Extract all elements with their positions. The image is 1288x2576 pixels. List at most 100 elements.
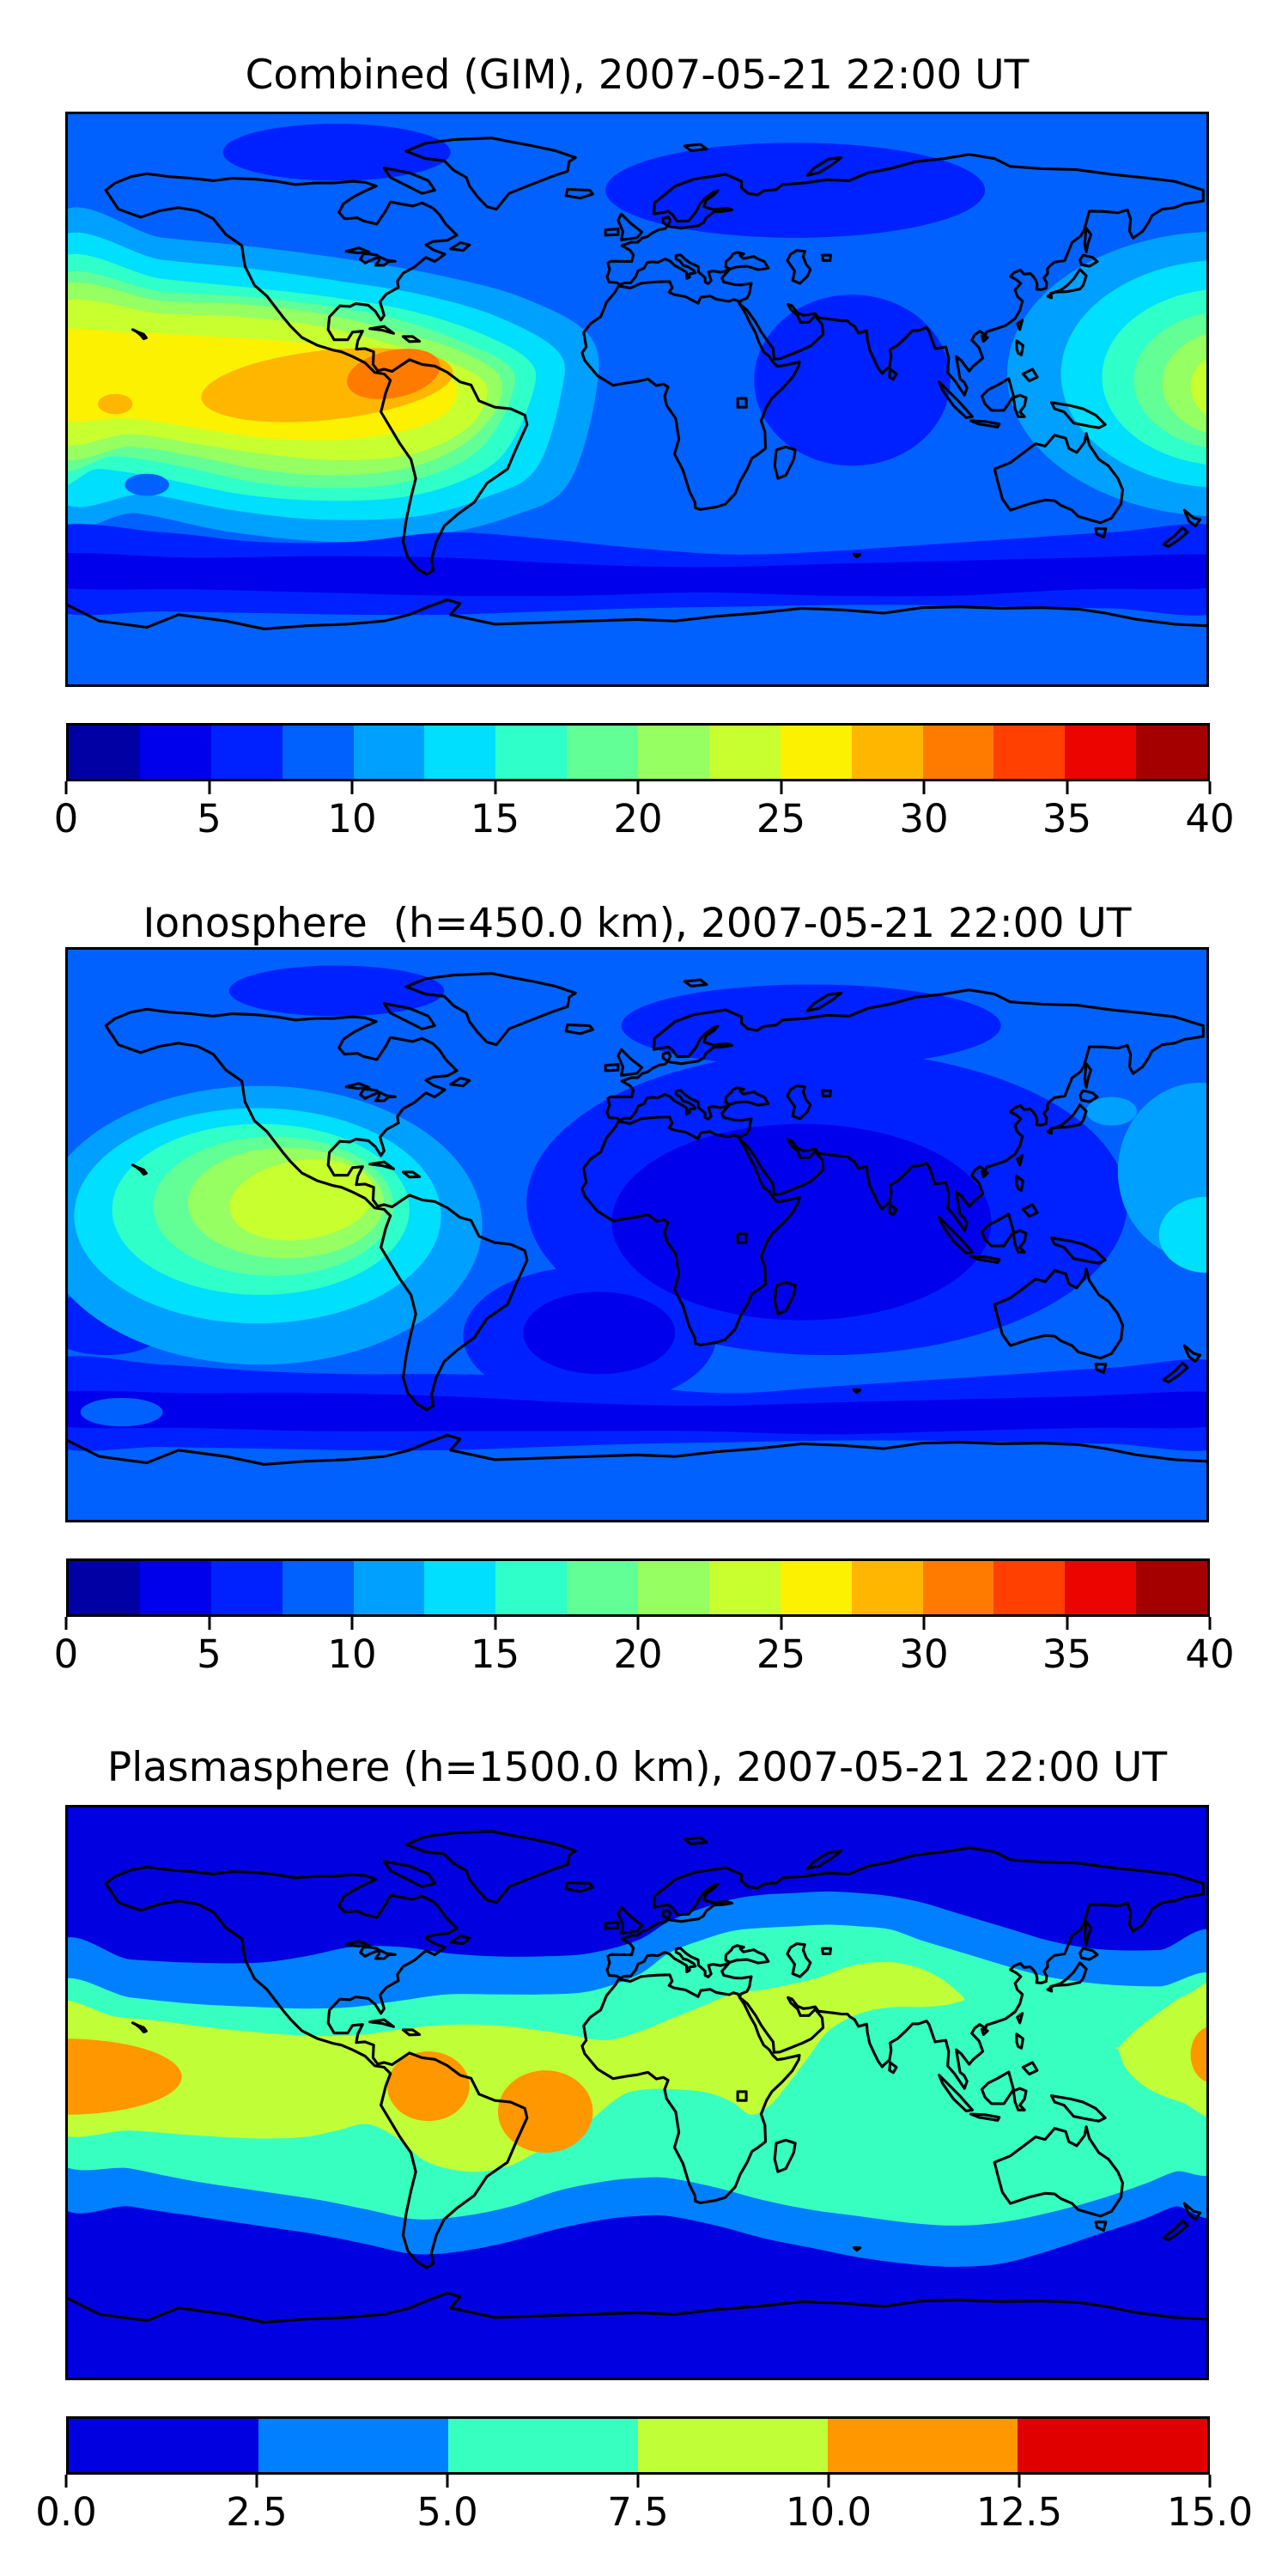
panel-title-ionosphere: Ionosphere (h=450.0 km), 2007-05-21 22:0… — [143, 900, 1132, 947]
contour-region — [497, 2070, 593, 2154]
colorbar-tick-label: 15 — [470, 1631, 520, 1677]
coastline-path — [852, 2245, 862, 2252]
coastline-path — [564, 1023, 594, 1036]
coastline-path — [131, 1163, 148, 1176]
colorbar-labels-ionosphere: 0 5 10 15 20 25 30 35 40 — [54, 1631, 1235, 1679]
colorbar-tick-label: 5 — [197, 796, 222, 841]
colorbar-ticks-ionosphere — [64, 1617, 1212, 1630]
colorbar-tick — [64, 1617, 68, 1630]
coastline-path — [683, 978, 708, 987]
colorbar-tick — [208, 781, 210, 794]
coastline-path — [104, 1865, 529, 2269]
coastline-path — [1078, 1089, 1099, 1103]
coastline-path — [852, 1388, 862, 1394]
colorbar-segment — [851, 1561, 923, 1614]
colorbar-segment — [780, 726, 852, 779]
colorbar-tick — [64, 781, 68, 794]
colorbar-segment — [567, 726, 638, 779]
coastline-path — [344, 1082, 371, 1091]
coastline-path — [1049, 1236, 1107, 1265]
coastline-path — [401, 335, 422, 343]
colorbar-segment — [708, 726, 781, 779]
colorbar-segment — [780, 1561, 852, 1614]
coastline-path — [820, 253, 832, 262]
colorbar-tick — [1208, 1617, 1212, 1630]
coastline-path — [617, 1905, 644, 1935]
colorbar-tick-label: 35 — [1042, 1631, 1092, 1677]
colorbar-tick — [64, 2475, 68, 2488]
colorbar-tick-label: 10 — [327, 796, 377, 841]
map-plasmasphere — [65, 1805, 1209, 2380]
map-ionosphere — [65, 947, 1209, 1522]
colorbar-tick-label: 0.0 — [35, 2489, 97, 2535]
coastline-path — [449, 1934, 471, 1946]
contour-region — [97, 393, 133, 415]
coastline-path — [68, 2291, 1206, 2324]
coastline-path — [1021, 2061, 1039, 2076]
coastline-path — [786, 1942, 812, 1978]
coastline-path — [820, 1947, 832, 1955]
coastline-path — [1015, 339, 1024, 356]
coastline-path — [604, 1062, 620, 1072]
colorbar-tick-label: 20 — [613, 796, 663, 841]
coastline-path — [938, 1216, 974, 1255]
contour-region — [1162, 333, 1206, 434]
coastline-path — [888, 368, 898, 381]
colorbar-tick — [208, 1617, 210, 1630]
contour-region — [1158, 1196, 1206, 1273]
colorbar-tick-label: 15 — [470, 796, 520, 841]
coastline-path — [605, 1846, 1205, 2090]
colorbar-tick — [922, 781, 926, 794]
coastline-path — [617, 212, 644, 242]
contour-region — [1190, 358, 1206, 416]
colorbar-tick — [1018, 2475, 1021, 2488]
contour-region — [621, 984, 1001, 1067]
coastline-path — [368, 1160, 395, 1170]
coastline-path — [1182, 2202, 1202, 2221]
coastline-path — [1012, 1229, 1028, 1254]
colorbar-segment — [69, 726, 140, 779]
coastline-path — [786, 1084, 812, 1121]
coastline-path — [993, 2125, 1124, 2218]
coastline-path — [980, 334, 989, 343]
coastline-path — [1046, 268, 1088, 300]
coastline-path — [1049, 2094, 1107, 2123]
coastline-path — [580, 1973, 801, 2204]
coastline-path — [1182, 1344, 1202, 1364]
colorbar-ticks-plasmasphere — [64, 2475, 1212, 2488]
coastline-path — [1046, 1961, 1088, 1993]
contour-region — [1086, 1097, 1137, 1126]
coastline-path — [852, 552, 862, 559]
coastline-path — [104, 1007, 529, 1412]
coastline-path — [980, 2027, 989, 2037]
colorbar-segment — [353, 1561, 425, 1614]
coastline-path — [359, 252, 397, 267]
contour-region — [611, 1123, 992, 1321]
coastline-path — [617, 1048, 644, 1078]
colorbar-tick-label: 12.5 — [975, 2489, 1063, 2535]
colorbar-tick-label: 10 — [327, 1631, 377, 1677]
colorbar-tick-label: 40 — [1185, 796, 1235, 841]
coastline-path — [344, 246, 371, 255]
coastline-path — [736, 2090, 748, 2102]
coastline-path — [564, 187, 594, 200]
coastline-path — [805, 1849, 843, 1870]
contour-region — [754, 295, 951, 466]
colorbar-tick — [494, 1617, 496, 1630]
colorbar-segment — [495, 726, 568, 779]
colorbar-combined — [66, 723, 1210, 781]
colorbar-tick — [922, 1617, 926, 1630]
coastline-path — [401, 1170, 422, 1179]
colorbar-segment — [1136, 726, 1207, 779]
colorbar-tick-label: 7.5 — [607, 2489, 669, 2535]
colorbar-tick — [446, 2475, 449, 2488]
contour-region — [80, 1397, 163, 1427]
coastline-path — [1049, 401, 1107, 429]
panel-title-plasmasphere: Plasmasphere (h=1500.0 km), 2007-05-21 2… — [106, 1744, 1168, 1791]
coastline-path — [1083, 1920, 1093, 1947]
coastline-path — [1162, 526, 1189, 549]
contour-region — [229, 1159, 374, 1241]
coastline-path — [993, 1267, 1124, 1360]
coastline-path — [805, 155, 843, 177]
